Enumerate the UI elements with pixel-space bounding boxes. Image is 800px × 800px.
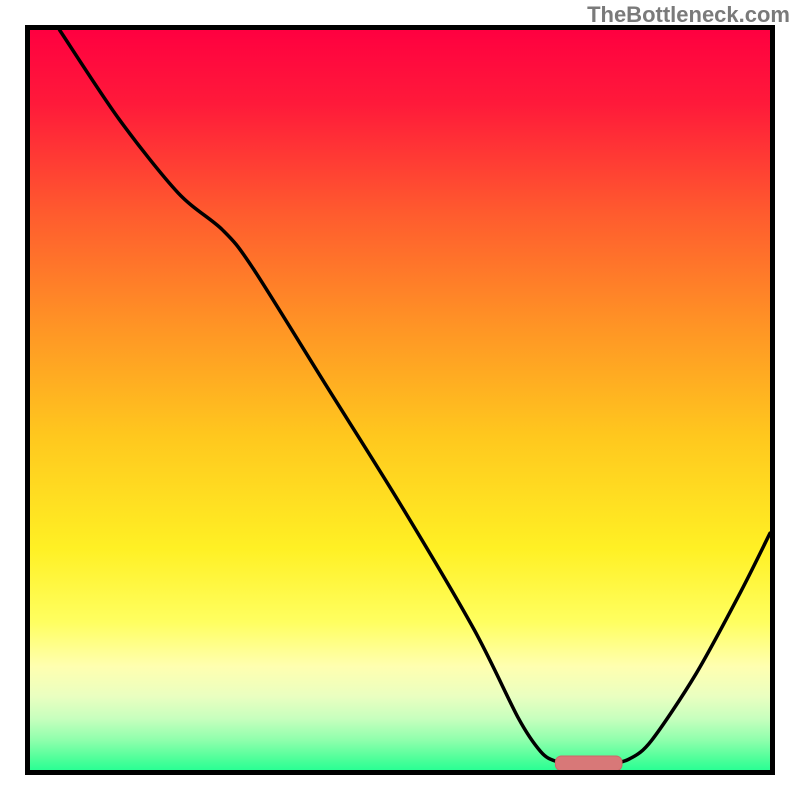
bottleneck-curve [30, 30, 770, 770]
range-marker [555, 756, 622, 770]
plot-area [30, 30, 770, 770]
plot-frame [25, 25, 775, 775]
